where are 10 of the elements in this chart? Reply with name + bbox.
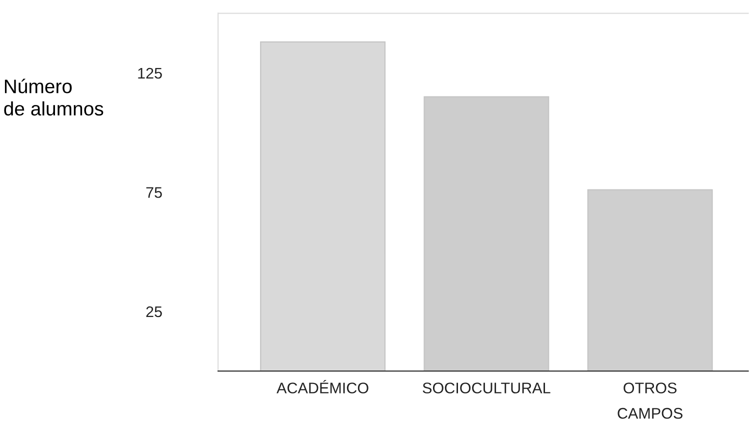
y-tick-label: 75 <box>146 187 162 198</box>
bar <box>260 41 386 372</box>
y-axis-title: Número de alumnos <box>4 78 104 116</box>
y-tick-label: 125 <box>138 68 162 79</box>
x-tick-label: OTROS CAMPOS <box>618 382 682 419</box>
bar <box>424 96 550 372</box>
y-tick-label: 25 <box>146 306 162 318</box>
x-tick-label: SOCIOCULTURAL <box>422 382 550 394</box>
bar <box>587 189 713 372</box>
x-tick-label: ACADÉMICO <box>276 380 368 394</box>
